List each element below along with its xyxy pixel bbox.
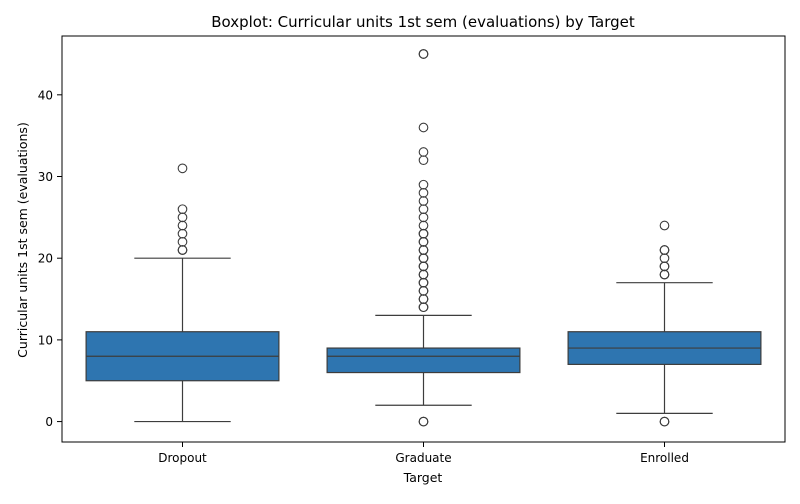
outlier-point <box>659 245 670 255</box>
outlier-point <box>418 269 429 280</box>
outlier-point <box>418 228 429 239</box>
outlier-point <box>418 277 429 288</box>
plot-area: 0 10 20 30 40 Dropout Graduate Enrolled <box>38 35 786 465</box>
outlier-point <box>177 245 188 255</box>
box-graduate <box>326 347 521 374</box>
outlier-point <box>177 204 188 215</box>
outlier-point <box>418 204 429 215</box>
outlier-point <box>177 212 188 223</box>
y-tick-label: 0 <box>45 415 53 429</box>
y-axis-label: Curricular units 1st sem (evaluations) <box>15 122 30 358</box>
outlier-point <box>418 220 429 231</box>
x-tick-label-enrolled: Enrolled <box>640 451 689 465</box>
outlier-point <box>659 269 670 280</box>
outlier-point <box>177 163 188 174</box>
y-tick-label: 40 <box>38 88 53 102</box>
outlier-point <box>418 237 429 247</box>
outlier-point <box>418 261 429 272</box>
outlier-point <box>418 147 429 157</box>
outlier-point <box>418 196 429 206</box>
outlier-point <box>418 416 429 427</box>
outlier-point <box>659 261 670 272</box>
outlier-point <box>177 220 188 231</box>
x-tick-label-graduate: Graduate <box>395 451 451 465</box>
outlier-point <box>177 228 188 239</box>
y-tick-label: 20 <box>38 252 53 266</box>
x-tick-label-dropout: Dropout <box>158 451 207 465</box>
y-tick-label: 10 <box>38 333 53 347</box>
outlier-point <box>659 220 670 231</box>
x-axis-label: Target <box>403 470 443 485</box>
outlier-point <box>418 294 429 304</box>
outlier-point <box>418 49 429 59</box>
outlier-point <box>418 179 429 190</box>
outlier-point <box>659 416 670 427</box>
outlier-point <box>177 237 188 247</box>
outlier-point <box>659 253 670 264</box>
outlier-point <box>418 155 429 166</box>
outlier-point <box>418 253 429 264</box>
outlier-point <box>418 286 429 296</box>
outlier-point <box>418 212 429 223</box>
chart-title: Boxplot: Curricular units 1st sem (evalu… <box>211 13 635 31</box>
outlier-point <box>418 302 429 313</box>
outlier-point <box>418 122 429 133</box>
outlier-point <box>418 187 429 198</box>
outlier-point <box>418 245 429 255</box>
y-tick-label: 30 <box>38 170 53 184</box>
